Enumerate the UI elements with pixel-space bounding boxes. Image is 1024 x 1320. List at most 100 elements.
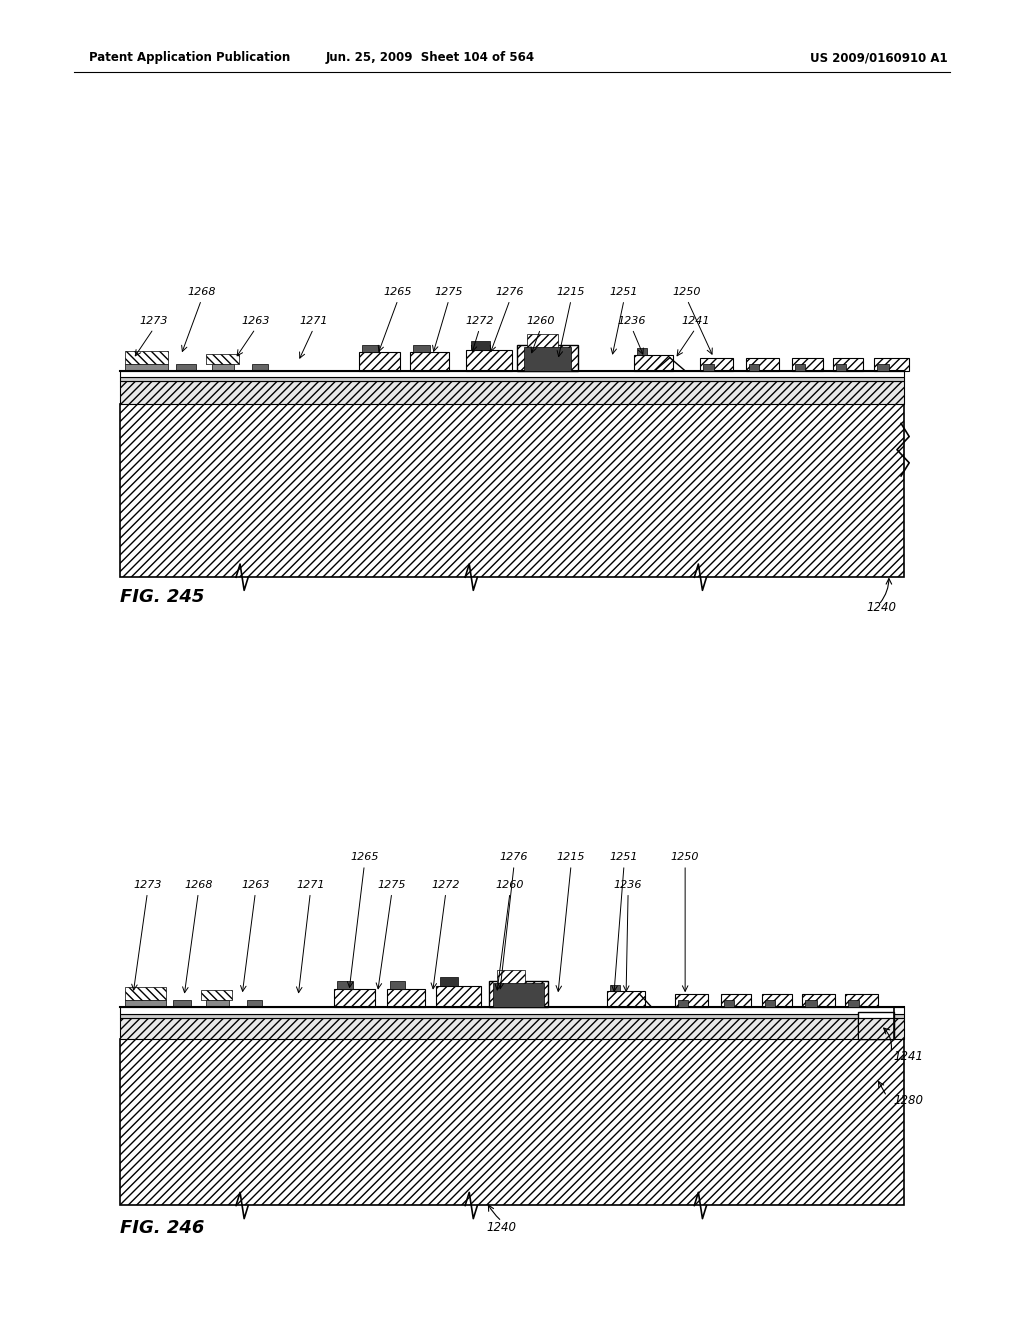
Bar bbox=[125, 1001, 166, 1007]
Bar bbox=[750, 364, 760, 371]
Bar bbox=[762, 994, 793, 1007]
Text: 1240: 1240 bbox=[486, 1221, 517, 1234]
Text: 1251: 1251 bbox=[609, 288, 638, 297]
Text: Jun. 25, 2009  Sheet 104 of 564: Jun. 25, 2009 Sheet 104 of 564 bbox=[326, 51, 536, 65]
Text: 1236: 1236 bbox=[613, 880, 642, 890]
Bar bbox=[609, 985, 620, 991]
Bar bbox=[387, 989, 425, 1007]
Bar bbox=[120, 1039, 904, 1205]
Bar bbox=[337, 981, 353, 989]
Bar bbox=[120, 371, 904, 378]
Bar bbox=[125, 351, 168, 364]
Bar bbox=[435, 986, 481, 1007]
Text: FIG. 246: FIG. 246 bbox=[120, 1218, 204, 1237]
Text: 1241: 1241 bbox=[894, 1051, 924, 1064]
Bar bbox=[497, 970, 525, 983]
Bar bbox=[836, 364, 846, 371]
Bar bbox=[125, 987, 166, 1001]
Bar bbox=[795, 364, 805, 371]
Bar bbox=[466, 350, 512, 371]
Bar bbox=[202, 990, 231, 1001]
Bar bbox=[606, 991, 645, 1007]
Text: 1265: 1265 bbox=[384, 288, 413, 297]
Bar bbox=[212, 364, 233, 371]
Text: 1275: 1275 bbox=[434, 288, 463, 297]
Bar bbox=[805, 1001, 816, 1007]
Text: 1271: 1271 bbox=[296, 880, 325, 890]
Bar bbox=[252, 364, 267, 371]
Text: FIG. 245: FIG. 245 bbox=[120, 587, 204, 606]
Bar bbox=[793, 358, 822, 371]
Text: 1236: 1236 bbox=[617, 315, 646, 326]
Bar bbox=[207, 1001, 229, 1007]
Bar bbox=[517, 345, 579, 371]
Text: 1240: 1240 bbox=[866, 601, 896, 614]
Bar bbox=[527, 334, 558, 347]
Text: 1260: 1260 bbox=[496, 880, 524, 890]
Bar bbox=[675, 994, 708, 1007]
Text: Patent Application Publication: Patent Application Publication bbox=[89, 51, 291, 65]
Text: 1273: 1273 bbox=[133, 880, 162, 890]
Text: 1263: 1263 bbox=[241, 315, 269, 326]
Bar bbox=[439, 977, 458, 986]
Bar bbox=[362, 345, 379, 352]
Bar bbox=[125, 364, 168, 371]
Bar bbox=[637, 348, 647, 355]
Bar bbox=[120, 1007, 904, 1014]
Text: 1215: 1215 bbox=[557, 288, 586, 297]
Bar bbox=[207, 354, 239, 364]
Bar bbox=[359, 352, 400, 371]
Text: 1251: 1251 bbox=[609, 853, 638, 862]
Bar bbox=[120, 1018, 904, 1039]
Bar bbox=[120, 404, 904, 577]
Bar bbox=[802, 994, 835, 1007]
Bar bbox=[833, 358, 863, 371]
Text: 1268: 1268 bbox=[187, 288, 216, 297]
Bar bbox=[390, 981, 406, 989]
Bar bbox=[334, 989, 375, 1007]
Text: 1250: 1250 bbox=[671, 853, 699, 862]
Bar bbox=[634, 355, 673, 371]
Bar bbox=[488, 981, 548, 1007]
Bar bbox=[411, 352, 449, 371]
Bar bbox=[493, 983, 544, 1007]
Text: 1265: 1265 bbox=[350, 853, 379, 862]
Text: 1263: 1263 bbox=[241, 880, 269, 890]
Text: 1272: 1272 bbox=[465, 315, 494, 326]
Bar bbox=[173, 1001, 191, 1007]
Text: 1250: 1250 bbox=[673, 288, 701, 297]
Text: 1272: 1272 bbox=[431, 880, 460, 890]
Bar bbox=[176, 364, 197, 371]
Bar bbox=[120, 381, 904, 404]
Text: 1276: 1276 bbox=[500, 853, 528, 862]
Bar bbox=[858, 1012, 894, 1039]
Bar bbox=[873, 358, 909, 371]
Text: 1280: 1280 bbox=[894, 1094, 924, 1107]
Bar bbox=[877, 364, 889, 371]
Bar bbox=[724, 1001, 734, 1007]
Bar bbox=[703, 364, 714, 371]
Bar bbox=[765, 1001, 775, 1007]
Text: 1275: 1275 bbox=[378, 880, 407, 890]
Text: 1273: 1273 bbox=[139, 315, 168, 326]
Bar bbox=[120, 1014, 904, 1018]
Text: US 2009/0160910 A1: US 2009/0160910 A1 bbox=[810, 51, 947, 65]
Text: 1276: 1276 bbox=[496, 288, 524, 297]
Bar bbox=[721, 994, 752, 1007]
Text: 1271: 1271 bbox=[299, 315, 328, 326]
Bar bbox=[700, 358, 733, 371]
Text: 1268: 1268 bbox=[184, 880, 213, 890]
Text: 1241: 1241 bbox=[681, 315, 710, 326]
Bar bbox=[678, 1001, 688, 1007]
Text: 1260: 1260 bbox=[526, 315, 555, 326]
Text: 1215: 1215 bbox=[557, 853, 586, 862]
Bar bbox=[120, 378, 904, 381]
Bar bbox=[247, 1001, 262, 1007]
Bar bbox=[414, 345, 429, 352]
Bar bbox=[858, 1018, 894, 1039]
Bar bbox=[746, 358, 779, 371]
Bar bbox=[524, 347, 571, 371]
Bar bbox=[471, 341, 489, 350]
Bar bbox=[845, 994, 878, 1007]
Bar bbox=[848, 1001, 859, 1007]
